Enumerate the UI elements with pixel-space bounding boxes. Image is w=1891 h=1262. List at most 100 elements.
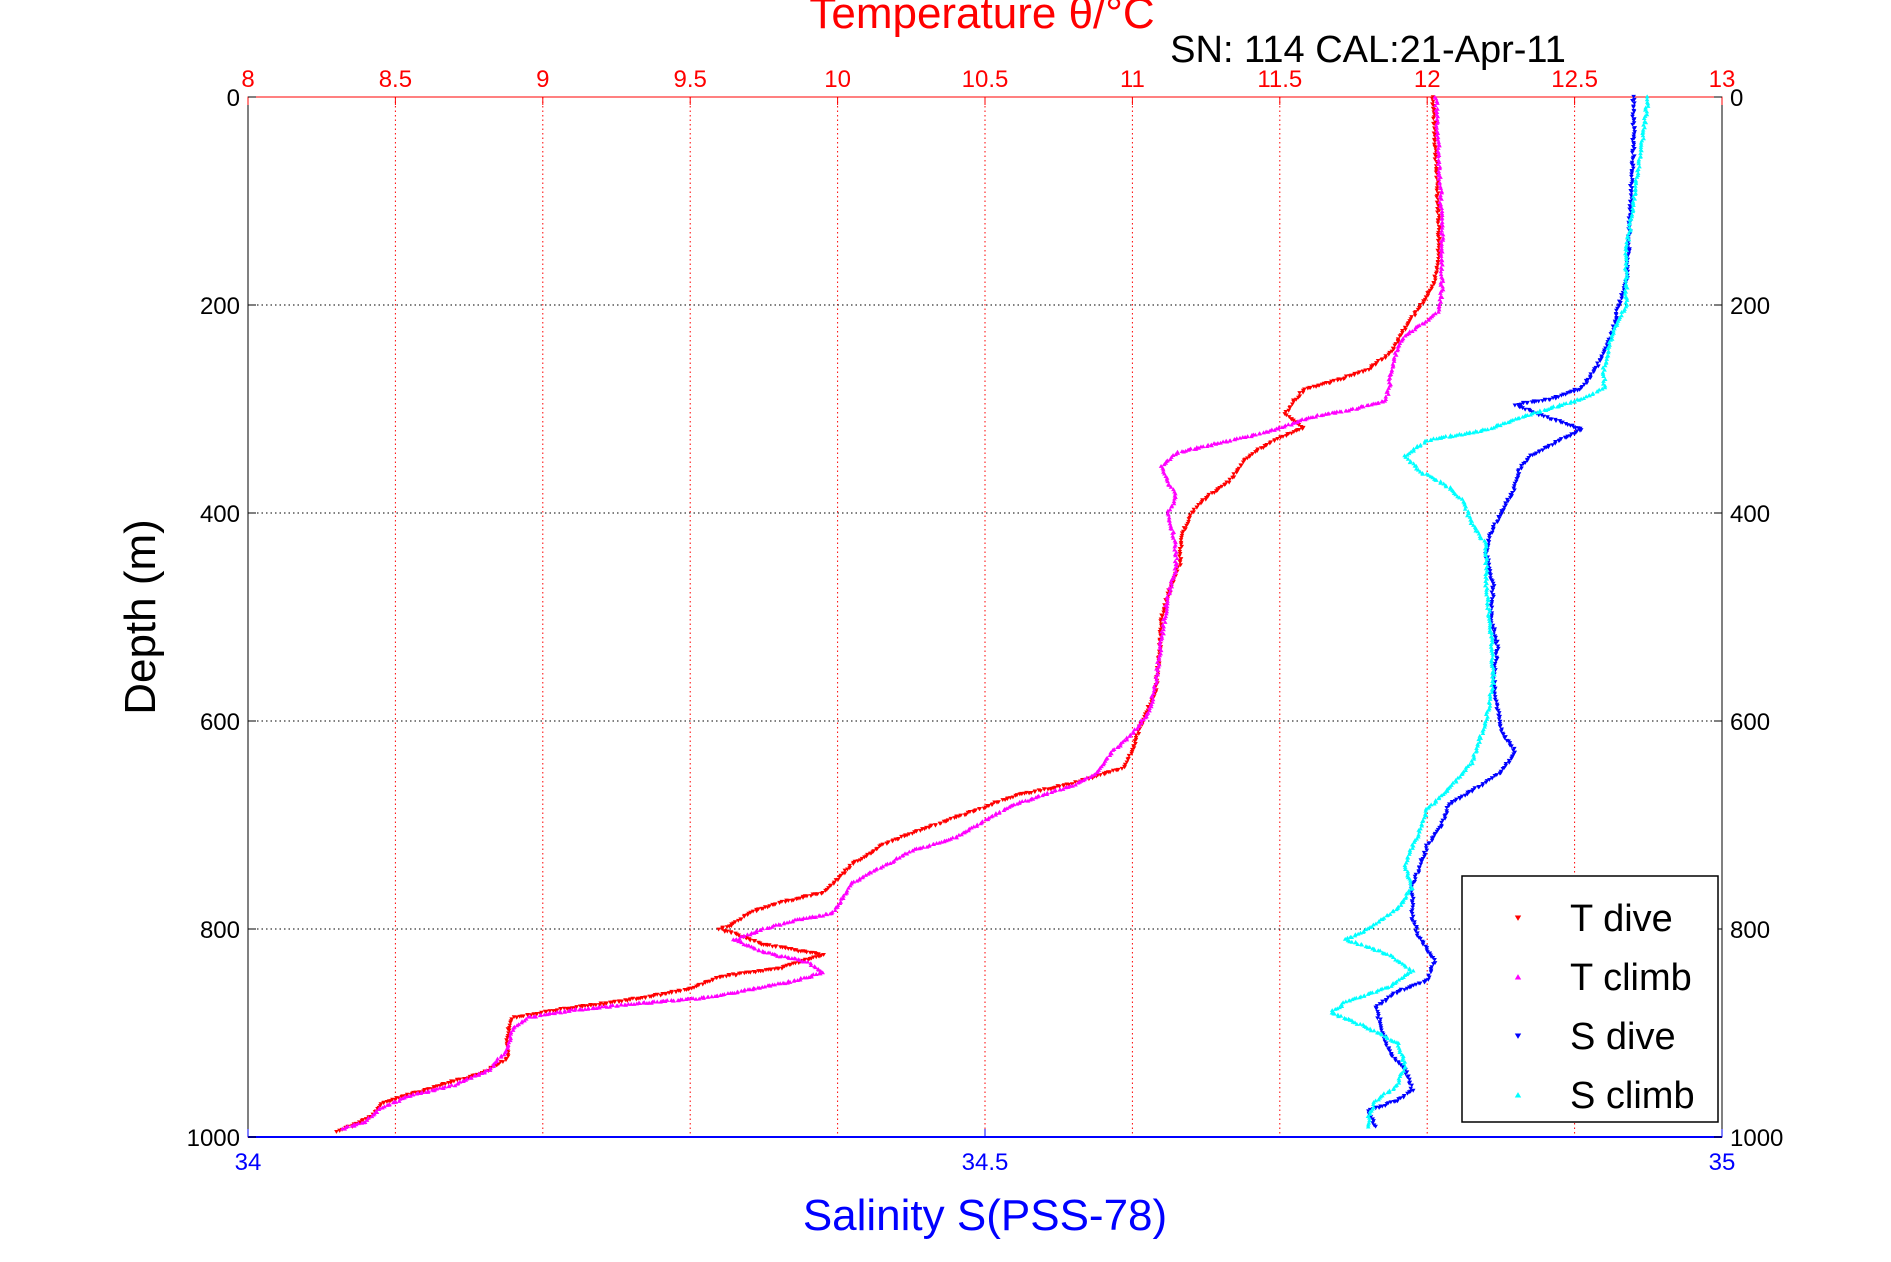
data-point [1407,852,1412,856]
data-point [1474,746,1479,750]
depth-tick-label-right: 600 [1730,709,1770,736]
data-point [1286,422,1291,427]
salinity-tick-label: 34 [235,1149,262,1176]
data-point [1410,905,1416,910]
data-point [1483,551,1488,556]
data-point [1535,410,1540,415]
data-point [910,831,915,836]
data-point [1408,878,1413,883]
data-point [1169,581,1174,586]
data-point [847,863,853,868]
data-point [801,975,807,980]
data-point [1412,922,1417,927]
data-point [1487,692,1493,697]
data-point [1026,791,1032,796]
data-point [1184,523,1189,528]
data-point [1604,343,1610,348]
data-point [1462,506,1468,511]
data-point [1506,758,1512,763]
data-point [1604,354,1610,359]
data-point [1486,540,1492,545]
data-point [487,1068,493,1072]
data-point [1161,462,1167,467]
data-point [1332,1011,1337,1016]
data-point [1363,927,1369,932]
data-point [1240,435,1246,439]
data-point [1588,376,1593,381]
data-point [1489,683,1494,688]
data-point [742,971,747,976]
data-point [1439,793,1444,798]
data-point [1529,400,1535,405]
data-point [1457,796,1463,801]
data-point [1401,1061,1407,1066]
data-point [1343,999,1349,1004]
data-point [1393,957,1398,962]
temperature-tick-label: 9.5 [674,66,707,93]
data-point [1230,475,1235,480]
data-point [1224,480,1229,485]
data-point [1371,1119,1376,1124]
data-point [1629,172,1634,177]
data-point [1644,97,1650,102]
data-point [1512,484,1517,489]
data-point [1162,619,1168,624]
temperature-tick-label: 10.5 [962,66,1009,93]
data-point [1495,704,1500,709]
data-point [1375,359,1381,363]
data-point [1488,603,1494,608]
data-point [1489,590,1495,595]
data-point [779,966,785,971]
data-point [1624,248,1630,253]
data-point [1147,708,1152,713]
data-point [1170,535,1176,540]
data-point [833,878,839,883]
data-point [1603,346,1608,351]
data-point [823,911,829,916]
data-point [1435,263,1440,268]
data-point [694,984,699,989]
data-point [1391,347,1397,352]
data-point [1480,783,1485,788]
data-point [1380,999,1385,1004]
data-point [1348,934,1353,939]
data-point [634,1001,640,1006]
data-point [1432,139,1438,144]
data-point [1455,775,1461,780]
data-point [1254,449,1260,453]
data-point [1165,508,1171,513]
data-point [1337,1005,1342,1010]
data-point [582,1006,588,1011]
data-point [1624,240,1629,245]
chart-title: Temperature θ/°C [809,0,1154,38]
data-point [1196,502,1201,507]
data-point [956,832,962,837]
legend-marker [1514,1033,1522,1039]
data-point [1157,640,1163,644]
data-point [1509,744,1514,749]
data-point [773,944,779,949]
data-point [835,902,841,907]
data-point [1414,445,1419,450]
data-point [1433,271,1439,276]
data-point [793,948,799,953]
data-point [1387,372,1393,377]
data-point [808,894,814,898]
data-point [1390,364,1395,369]
data-point [511,1015,517,1020]
data-point [1630,138,1635,142]
data-point [1402,988,1407,992]
data-point [1513,479,1519,484]
data-point [1405,855,1410,860]
data-point [1470,430,1476,435]
data-point [1486,616,1492,621]
data-point [920,844,926,849]
data-point [1313,414,1319,419]
data-point [1473,749,1479,754]
data-point [623,998,628,1003]
data-point [1561,392,1566,397]
data-point [1245,456,1250,461]
data-point [1638,144,1644,149]
data-point [1438,251,1444,256]
data-point [1494,656,1500,661]
